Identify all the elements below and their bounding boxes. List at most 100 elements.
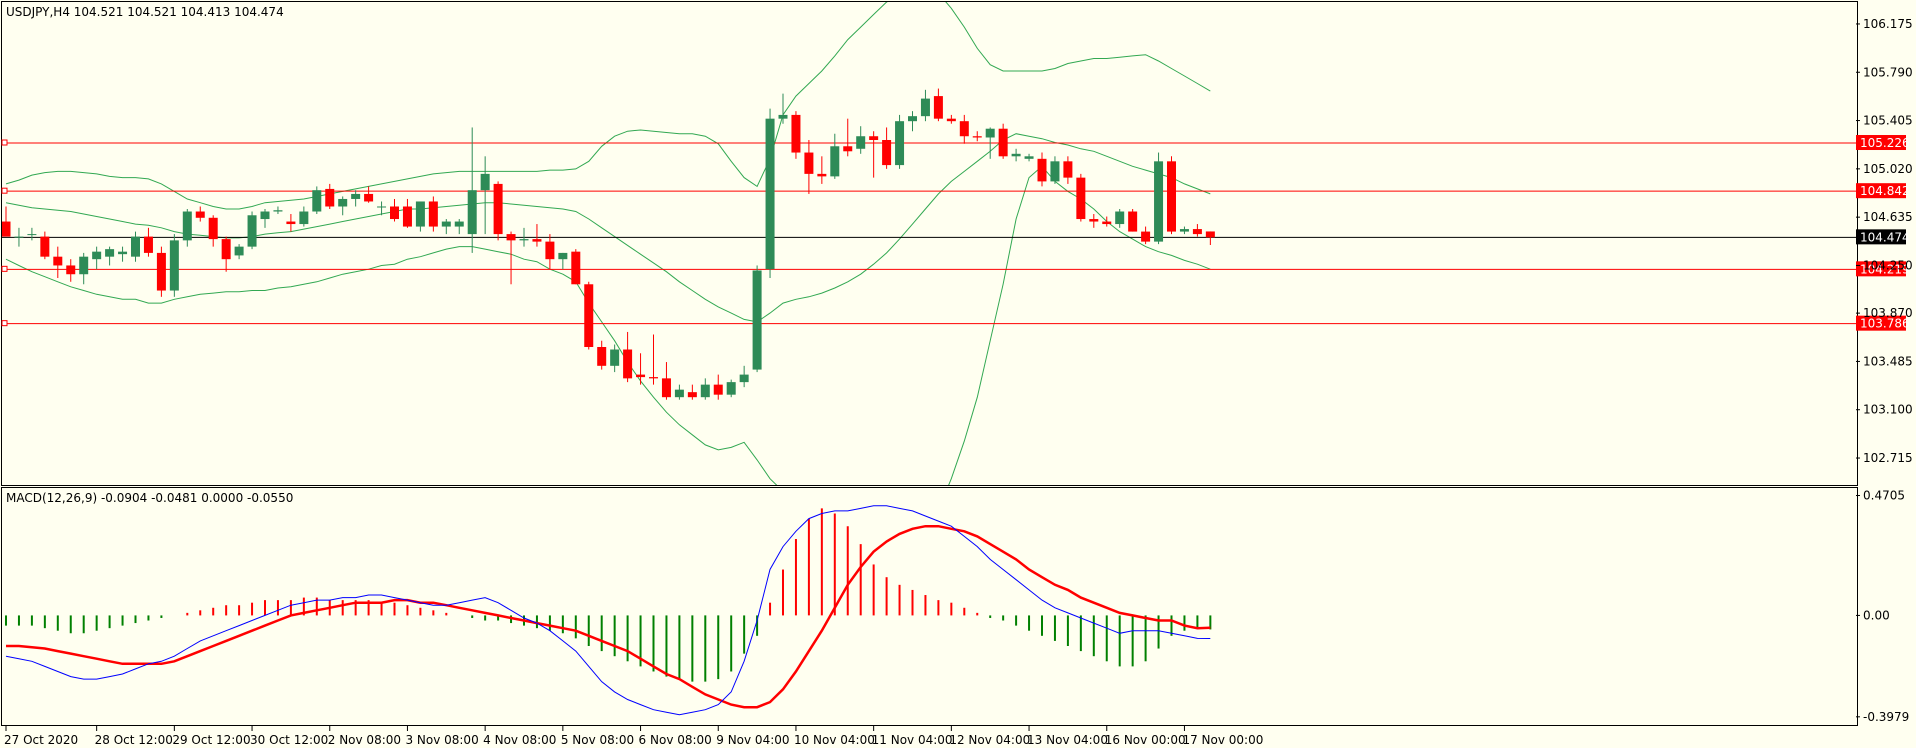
candle xyxy=(895,114,905,169)
time-tick-label: 17 Nov 00:00 xyxy=(1182,733,1263,747)
price-tick-label: 103.100 xyxy=(1863,403,1913,417)
candle-body xyxy=(14,236,24,238)
candle xyxy=(208,215,218,247)
candle-body xyxy=(791,114,801,153)
candle-body xyxy=(415,201,425,227)
price-tag xyxy=(1856,315,1906,331)
candle xyxy=(79,252,89,285)
candle xyxy=(597,340,607,370)
price-pane[interactable] xyxy=(1,1,1858,486)
candle xyxy=(351,190,361,207)
band-middle-line xyxy=(5,133,1211,323)
candle-body xyxy=(1037,158,1047,182)
candle-body xyxy=(713,384,723,395)
candle-body xyxy=(946,118,956,122)
candle-body xyxy=(377,206,387,208)
candle xyxy=(830,133,840,179)
price-tag xyxy=(1856,261,1906,277)
candle xyxy=(1076,173,1086,222)
candle xyxy=(920,89,930,122)
price-tick-label: 105.405 xyxy=(1863,114,1913,128)
horizontal-line-anchor[interactable] xyxy=(1,265,8,272)
price-tick-label: 104.250 xyxy=(1863,258,1913,272)
candle xyxy=(1167,156,1176,235)
time-tick-label: 13 Nov 04:00 xyxy=(1027,733,1108,747)
time-tick-label: 5 Nov 08:00 xyxy=(561,733,634,747)
candle xyxy=(584,281,594,350)
macd-main-line xyxy=(5,505,1211,716)
candle-body xyxy=(972,136,982,138)
price-tag-label: 104.219 xyxy=(1860,262,1910,276)
macd-pane[interactable] xyxy=(1,487,1858,726)
candle xyxy=(752,265,762,373)
candle xyxy=(143,227,153,257)
candle xyxy=(713,374,723,400)
candle-body xyxy=(27,234,37,236)
candle-body xyxy=(234,246,244,256)
time-tick-label: 12 Nov 04:00 xyxy=(949,733,1030,747)
candle xyxy=(726,379,736,398)
macd-axis: 0.4705 0.00 -0.3979 xyxy=(1856,489,1909,724)
candle-body xyxy=(908,116,917,122)
candle xyxy=(1115,209,1125,228)
candle xyxy=(260,209,270,228)
candle-body xyxy=(143,236,153,253)
candle xyxy=(1050,156,1060,184)
candle-body xyxy=(636,374,646,378)
price-tick-label: 103.485 xyxy=(1863,354,1913,368)
candle xyxy=(610,344,620,373)
candle-body xyxy=(131,236,140,257)
candle-body xyxy=(428,201,438,227)
candle xyxy=(66,259,76,282)
candle-body xyxy=(390,206,399,220)
candle-body xyxy=(1102,221,1112,225)
candle xyxy=(454,219,464,235)
time-tick-label: 28 Oct 12:00 xyxy=(95,733,173,747)
candle-body xyxy=(558,252,568,260)
candle xyxy=(377,201,387,216)
candle-body xyxy=(597,347,607,366)
time-tick-label: 2 Nov 08:00 xyxy=(328,733,401,747)
time-tick-label: 3 Nov 08:00 xyxy=(405,733,478,747)
price-tag xyxy=(1856,183,1906,199)
candle-body xyxy=(1192,229,1202,235)
candle-body xyxy=(778,114,788,119)
candle-body xyxy=(118,251,128,255)
candle-body xyxy=(1076,177,1086,220)
time-tick-label: 4 Nov 08:00 xyxy=(483,733,556,747)
candle xyxy=(519,227,529,247)
candle-body xyxy=(1141,231,1151,242)
candle-body xyxy=(1024,156,1034,159)
candle xyxy=(156,246,166,297)
price-tick-label: 102.715 xyxy=(1863,451,1913,465)
candle xyxy=(53,246,63,278)
candle xyxy=(286,214,296,232)
horizontal-lines[interactable]: 105.226 104.842 104.219 103.786 104.474 xyxy=(1,135,1910,331)
candle-body xyxy=(480,173,490,191)
horizontal-line-anchor[interactable] xyxy=(1,320,8,327)
candle-body xyxy=(895,121,905,166)
horizontal-line-anchor[interactable] xyxy=(1,139,8,146)
candle xyxy=(1128,209,1138,232)
candle xyxy=(221,236,231,272)
candle xyxy=(1102,216,1112,227)
candle-body xyxy=(260,211,270,220)
candle-body xyxy=(1128,211,1138,232)
horizontal-line-anchor[interactable] xyxy=(1,187,8,194)
candle-body xyxy=(1167,161,1176,232)
candle xyxy=(959,114,969,144)
candle xyxy=(247,211,257,250)
candle-body xyxy=(105,249,115,257)
price-tick-label: 103.870 xyxy=(1863,306,1913,320)
candle xyxy=(804,140,814,194)
candle xyxy=(571,249,581,285)
candle xyxy=(636,353,646,385)
candle-body xyxy=(338,198,348,207)
candle-body xyxy=(1115,211,1125,225)
candle-body xyxy=(817,173,827,177)
candle xyxy=(14,227,24,247)
candle xyxy=(558,252,568,270)
candle xyxy=(506,231,516,285)
